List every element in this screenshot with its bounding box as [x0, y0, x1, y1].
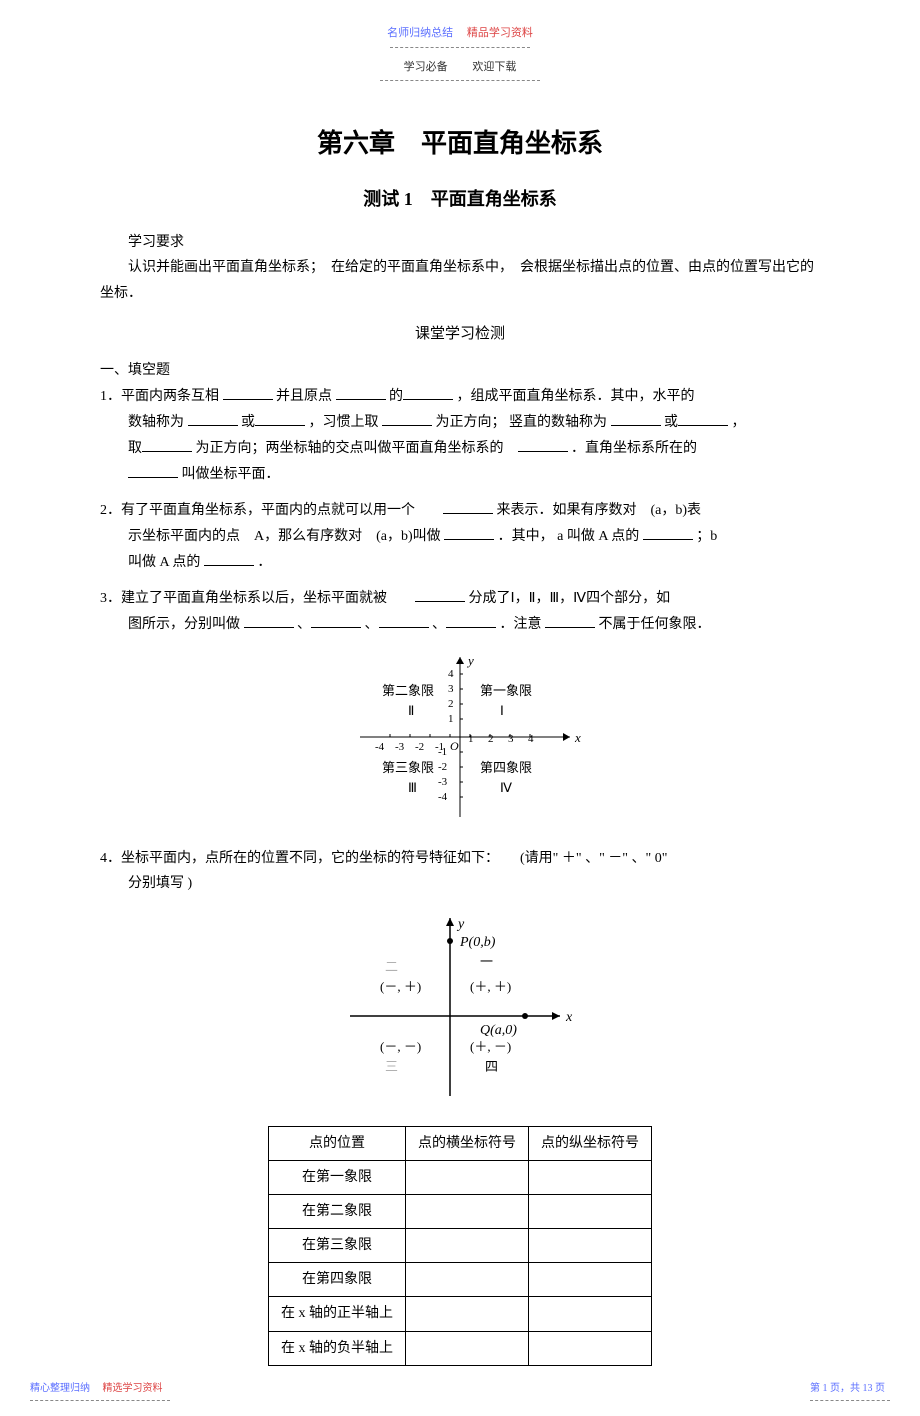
table-header: 点的位置 [269, 1126, 406, 1160]
section-title: 课堂学习检测 [100, 321, 820, 348]
question-1: 1．平面内两条互相 并且原点 的 ，组成平面直角坐标系．其中，水平的 数轴称为 … [100, 383, 820, 487]
svg-text:-3: -3 [395, 741, 405, 753]
svg-text:-1: -1 [438, 746, 447, 758]
table-row: 在第一象限 [269, 1160, 652, 1194]
question-3: 3．建立了平面直角坐标系以后，坐标平面就被 分成了Ⅰ，Ⅱ，Ⅲ，Ⅳ四个部分，如 图… [100, 585, 820, 637]
blank [188, 409, 238, 426]
svg-text:2: 2 [488, 733, 494, 745]
svg-text:y: y [456, 917, 465, 932]
quadrant-diagram-1: y x O 1 2 3 4 -1 -2 -3 -4 1 2 3 4 -1 -2 … [100, 647, 820, 836]
table-row: 在第三象限 [269, 1229, 652, 1263]
svg-text:2: 2 [448, 698, 454, 710]
svg-text:3: 3 [508, 733, 514, 745]
svg-text:Q(a,0): Q(a,0) [480, 1023, 517, 1038]
blank [311, 611, 361, 628]
svg-text:4: 4 [448, 668, 454, 680]
learn-req-text: 认识并能画出平面直角坐标系； 在给定的平面直角坐标系中， 会根据坐标描出点的位置… [100, 255, 820, 305]
blank [128, 461, 178, 478]
test-title: 测试 1 平面直角坐标系 [100, 183, 820, 215]
svg-text:O: O [450, 739, 459, 753]
question-2: 2．有了平面直角坐标系，平面内的点就可以用一个 来表示．如果有序数对 (a，b)… [100, 497, 820, 575]
svg-text:-2: -2 [415, 741, 424, 753]
header-dashed [390, 47, 530, 48]
table-row: 在 x 轴的正半轴上 [269, 1297, 652, 1331]
sign-table: 点的位置 点的横坐标符号 点的纵坐标符号 在第一象限 在第二象限 在第三象限 在… [268, 1126, 652, 1366]
blank [403, 383, 453, 400]
part1-label: 一、填空题 [100, 358, 820, 383]
blank [518, 435, 568, 452]
blank [336, 383, 386, 400]
blank [223, 383, 273, 400]
blank [611, 409, 661, 426]
svg-text:1: 1 [468, 733, 474, 745]
blank [244, 611, 294, 628]
svg-text:一: 一 [480, 954, 493, 969]
svg-text:x: x [565, 1010, 573, 1025]
question-4: 4．坐标平面内，点所在的位置不同，它的坐标的符号特征如下： (请用" ＋" 、"… [100, 846, 820, 896]
svg-text:-4: -4 [438, 791, 448, 803]
blank [444, 523, 494, 540]
blank [255, 409, 305, 426]
svg-text:二: 二 [385, 959, 398, 974]
table-header: 点的横坐标符号 [406, 1126, 529, 1160]
header-top: 名师归纳总结 精品学习资料 [100, 20, 820, 48]
svg-text:3: 3 [448, 683, 454, 695]
footer-left: 精心整理归纳 精选学习资料 [30, 1380, 170, 1401]
blank [678, 409, 728, 426]
blank [382, 409, 432, 426]
svg-text:-2: -2 [438, 761, 447, 773]
blank [545, 611, 595, 628]
svg-text:Ⅲ: Ⅲ [408, 780, 417, 795]
blank [142, 435, 192, 452]
chapter-title: 第六章 平面直角坐标系 [100, 121, 820, 168]
learn-req-label: 学习要求 [100, 230, 820, 255]
blank [446, 611, 496, 628]
svg-text:Ⅱ: Ⅱ [408, 703, 414, 718]
svg-text:三: 三 [385, 1059, 398, 1074]
svg-text:(＋, －): (＋, －) [470, 1039, 511, 1054]
table-header: 点的纵坐标符号 [529, 1126, 652, 1160]
svg-text:y: y [466, 653, 474, 668]
svg-text:第四象限: 第四象限 [480, 760, 532, 775]
table-row: 在第二象限 [269, 1194, 652, 1228]
svg-text:P(0,b): P(0,b) [459, 935, 496, 950]
header-sub-right: 欢迎下载 [472, 61, 516, 73]
footer-right: 第 1 页，共 13 页 [810, 1380, 890, 1401]
table-row: 在 x 轴的负半轴上 [269, 1331, 652, 1365]
blank [415, 585, 465, 602]
header-red: 精品学习资料 [467, 27, 533, 39]
svg-text:第一象限: 第一象限 [480, 683, 532, 698]
svg-text:第三象限: 第三象限 [382, 760, 434, 775]
svg-text:(－, ＋): (－, ＋) [380, 979, 421, 994]
svg-text:第二象限: 第二象限 [382, 683, 434, 698]
svg-text:x: x [574, 730, 581, 745]
quadrant-diagram-2: y x P(0,b) Q(a,0) 一 (＋, ＋) 二 (－, ＋) 三 (－… [100, 906, 820, 1115]
svg-text:1: 1 [448, 713, 454, 725]
svg-text:(＋, ＋): (＋, ＋) [470, 979, 511, 994]
svg-text:四: 四 [485, 1059, 498, 1074]
svg-text:-3: -3 [438, 776, 448, 788]
svg-text:Ⅰ: Ⅰ [500, 703, 504, 718]
svg-text:4: 4 [528, 733, 534, 745]
table-row: 在第四象限 [269, 1263, 652, 1297]
blank [379, 611, 429, 628]
blank [443, 497, 493, 514]
svg-text:-4: -4 [375, 741, 385, 753]
blank [204, 549, 254, 566]
svg-text:Ⅳ: Ⅳ [500, 780, 512, 795]
header-sub-dashed [380, 80, 540, 81]
blank [643, 523, 693, 540]
header-blue: 名师归纳总结 [387, 27, 453, 39]
svg-text:(－, －): (－, －) [380, 1039, 421, 1054]
header-sub-left: 学习必备 [404, 61, 448, 73]
header-sub: 学习必备 欢迎下载 [100, 58, 820, 81]
